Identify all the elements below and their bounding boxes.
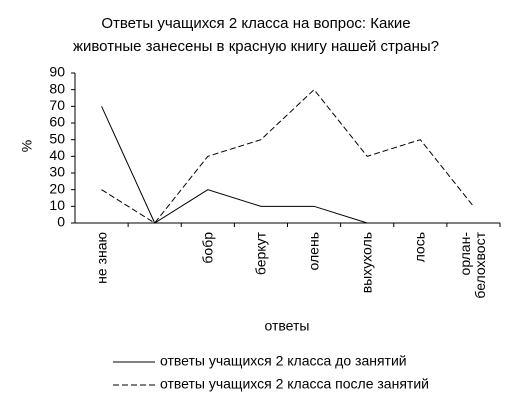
y-tick-label: 40 (49, 147, 65, 163)
x-tick-label: бобр (199, 232, 216, 264)
x-tick-label: не знаю (93, 232, 110, 284)
y-tick-label: 30 (49, 164, 65, 180)
x-tick-label: орлан- белохвост (457, 232, 489, 299)
y-tick-label: 0 (57, 214, 65, 230)
y-tick-label: 90 (49, 64, 65, 80)
x-axis-label: ответы (265, 318, 310, 334)
series-line (101, 88, 474, 224)
chart-title: Ответы учащихся 2 класса на вопрос: Каки… (72, 15, 440, 55)
legend-label: ответы учащихся 2 класса после занятий (160, 376, 429, 392)
y-tick-label: 20 (49, 180, 65, 196)
y-tick-label: 80 (49, 80, 65, 96)
x-tick-label: лось (411, 232, 428, 263)
x-tick-label: выхухоль (358, 232, 375, 294)
y-tick-label: 50 (49, 130, 65, 146)
series-line (101, 106, 368, 224)
y-tick-label: 60 (49, 114, 65, 130)
x-tick-label: беркут (252, 232, 269, 276)
x-tick-label: олень (305, 232, 322, 271)
y-tick-label: 70 (49, 97, 65, 113)
y-axis-label: % (19, 140, 35, 152)
y-tick-label: 10 (49, 197, 65, 213)
legend-label: ответы учащихся 2 класса до занятий (160, 353, 407, 369)
